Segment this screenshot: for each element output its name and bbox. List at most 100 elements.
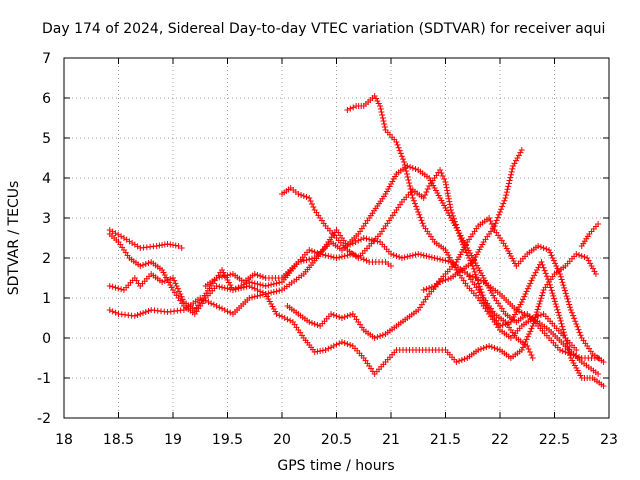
plot-frame: [63, 57, 610, 419]
data-point: [295, 259, 302, 265]
data-point: [219, 305, 226, 312]
data-point: [573, 321, 580, 327]
data-point: [556, 315, 563, 321]
data-point: [500, 200, 507, 207]
data-point: [559, 279, 566, 286]
data-point: [360, 256, 367, 263]
data-point: [424, 186, 431, 192]
data-point: [523, 288, 530, 295]
data-point: [325, 253, 332, 259]
data-point: [559, 323, 566, 330]
data-point: [518, 347, 525, 353]
data-point: [556, 271, 563, 277]
data-point: [210, 301, 217, 308]
series-sat-f: [279, 167, 536, 361]
data-point: [355, 237, 362, 244]
data-point: [350, 104, 357, 111]
data-point: [571, 315, 578, 322]
data-point: [471, 268, 478, 275]
data-point: [330, 312, 337, 318]
data-point: [505, 320, 512, 326]
data-point: [344, 341, 351, 347]
data-point: [404, 253, 411, 260]
data-point: [398, 153, 405, 160]
data-point: [179, 296, 186, 303]
data-point: [259, 291, 266, 298]
data-point: [270, 289, 277, 295]
data-point: [390, 252, 397, 258]
data-point: [538, 259, 545, 265]
data-point: [548, 287, 555, 294]
data-point: [407, 253, 414, 259]
data-point: [401, 159, 408, 165]
x-tick-label: 18: [55, 432, 73, 448]
data-point: [227, 271, 234, 278]
data-point: [526, 349, 533, 355]
data-point: [445, 193, 452, 199]
data-point: [406, 183, 413, 189]
data-point: [567, 352, 574, 359]
data-point: [488, 344, 495, 350]
data-point: [380, 118, 387, 124]
data-point: [565, 346, 572, 353]
data-point: [561, 284, 568, 291]
data-point: [499, 203, 506, 210]
data-point: [167, 276, 174, 282]
data-point: [526, 331, 533, 337]
data-point: [573, 251, 580, 257]
data-point: [526, 283, 533, 289]
data-point: [439, 173, 446, 179]
data-point: [330, 254, 337, 261]
data-point: [444, 187, 451, 194]
x-tick-label: 21.5: [430, 432, 461, 448]
data-point: [106, 283, 113, 289]
data-point: [566, 301, 573, 308]
data-point: [523, 336, 530, 343]
x-tick-label: 18.5: [103, 432, 134, 448]
data-point: [325, 345, 332, 352]
data-point: [483, 344, 490, 350]
series-sat-e: [202, 163, 602, 361]
data-point: [300, 257, 307, 264]
data-point: [480, 345, 487, 351]
data-point: [454, 227, 461, 234]
data-point: [401, 254, 408, 261]
data-point: [306, 319, 313, 325]
data-point: [407, 186, 414, 192]
data-point: [311, 321, 318, 327]
data-point: [268, 281, 275, 288]
data-point: [221, 273, 228, 279]
data-point: [444, 190, 451, 197]
data-point: [477, 346, 484, 352]
data-point: [284, 316, 291, 323]
data-point: [577, 332, 584, 339]
data-point: [493, 217, 500, 224]
data-point: [472, 271, 479, 278]
data-point: [137, 311, 144, 317]
data-point: [524, 285, 531, 292]
data-point: [520, 296, 527, 303]
data-point: [419, 220, 426, 227]
data-point: [379, 332, 386, 338]
data-point: [131, 313, 138, 319]
data-point: [537, 244, 544, 250]
data-point: [118, 286, 125, 293]
data-markers: [106, 93, 607, 389]
data-point: [257, 292, 264, 299]
data-point: [298, 192, 305, 198]
data-point: [428, 284, 435, 290]
data-point: [328, 344, 335, 351]
data-point: [306, 256, 313, 263]
data-point: [508, 168, 515, 175]
data-point: [159, 279, 166, 285]
series-sat-g: [344, 93, 580, 353]
data-point: [423, 189, 430, 195]
data-point: [529, 323, 536, 329]
y-tick-label: -2: [37, 411, 51, 427]
data-point: [544, 276, 551, 283]
data-point: [576, 354, 583, 360]
y-tick-label: 3: [42, 211, 51, 227]
data-point: [257, 273, 264, 279]
data-point: [563, 293, 570, 300]
data-point: [377, 106, 384, 112]
